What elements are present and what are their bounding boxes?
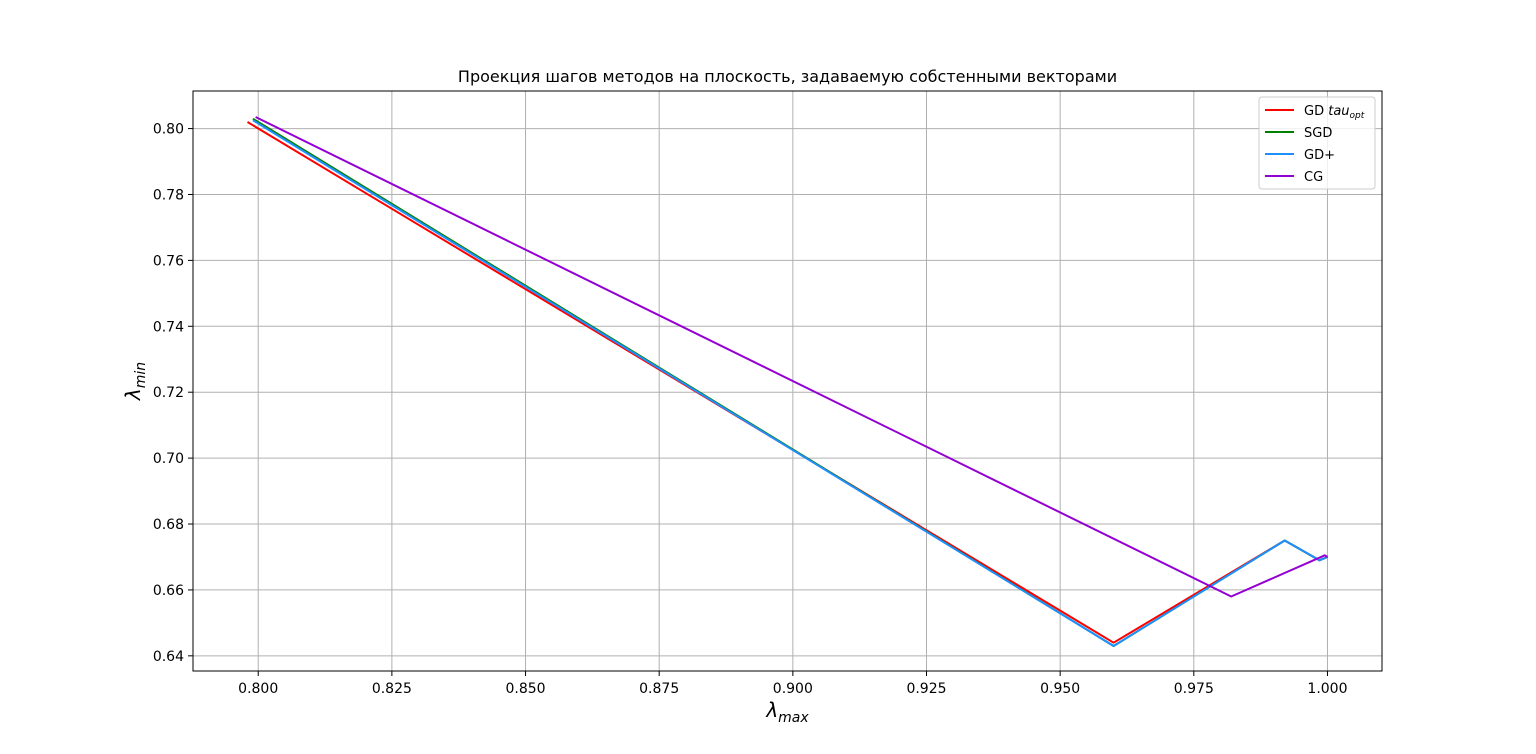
- y-tick-label: 0.74: [153, 319, 184, 335]
- legend-box: [1258, 96, 1376, 190]
- x-axis-ticks: 0.800 0.825 0.850 0.875 0.900 0.925 0.950 0.975…: [238, 671, 1348, 697]
- x-tick-label: 0.825: [372, 681, 412, 697]
- y-tick-label: 0.66: [153, 583, 184, 599]
- y-tick-label: 0.70: [153, 451, 184, 467]
- x-axis-label-base: λ: [765, 698, 778, 722]
- series-line-cg: [255, 116, 1329, 598]
- y-tick-label: 0.80: [153, 122, 184, 138]
- series-lines: [246, 116, 1329, 647]
- y-tick-label: 0.72: [153, 385, 184, 401]
- x-tick-label: 0.975: [1174, 681, 1214, 697]
- chart-title: Проекция шагов методов на плоскость, зад…: [458, 67, 1117, 86]
- x-tick-label: 0.950: [1040, 681, 1080, 697]
- x-tick-label: 0.850: [505, 681, 545, 697]
- legend-label: SGD: [1304, 126, 1332, 141]
- grid-lines: [193, 91, 1382, 671]
- y-tick-label: 0.68: [153, 517, 184, 533]
- legend-label: GD tauopt: [1304, 104, 1365, 121]
- legend-label: CG: [1304, 170, 1323, 185]
- y-tick-label: 0.64: [153, 649, 184, 665]
- y-axis-label-base: λ: [121, 388, 145, 401]
- y-tick-label: 0.76: [153, 253, 184, 269]
- x-tick-label: 0.875: [639, 681, 679, 697]
- legend-label: GD+: [1304, 148, 1335, 163]
- x-tick-label: 0.900: [773, 681, 813, 697]
- y-tick-label: 0.78: [153, 187, 184, 203]
- y-axis-label-sub: min: [133, 362, 149, 388]
- series-line-sgd: [252, 117, 1328, 647]
- x-tick-label: 0.800: [238, 681, 278, 697]
- plot-frame: [192, 90, 1383, 672]
- series-line-gd: [252, 119, 1328, 647]
- x-axis-label-sub: max: [778, 710, 809, 726]
- y-axis-label: λmin: [121, 362, 149, 401]
- x-axis-label: λmax: [765, 698, 809, 726]
- x-tick-label: 1.000: [1307, 681, 1347, 697]
- legend: GD tauopt SGD GD+ CG: [1258, 96, 1376, 190]
- y-axis-ticks: 0.64 0.66 0.68 0.70 0.72 0.74 0.76 0.78 0.80: [153, 122, 193, 665]
- x-tick-label: 0.925: [906, 681, 946, 697]
